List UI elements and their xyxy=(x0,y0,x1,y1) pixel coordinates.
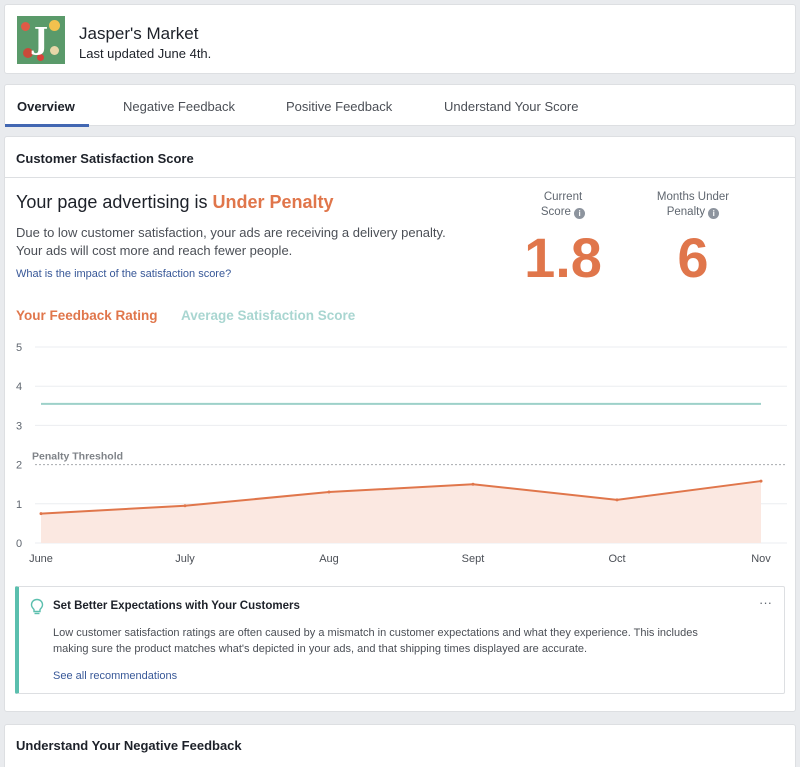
x-tick-label: Nov xyxy=(751,553,771,565)
section-title: Customer Satisfaction Score xyxy=(16,151,194,166)
legend-average-satisfaction-score[interactable]: Average Satisfaction Score xyxy=(181,308,356,323)
current-score-value: 1.8 xyxy=(524,226,602,289)
penalty-description-line2: Your ads will cost more and reach fewer … xyxy=(16,243,293,258)
logo-dot xyxy=(23,48,33,58)
penalty-threshold-label: Penalty Threshold xyxy=(32,451,123,463)
last-updated: Last updated June 4th. xyxy=(79,46,212,61)
legend-your-feedback-rating[interactable]: Your Feedback Rating xyxy=(16,308,158,323)
recommendation-box: Set Better Expectations with Your Custom… xyxy=(15,586,785,694)
penalty-status: Under Penalty xyxy=(212,192,334,212)
your-feedback-point xyxy=(471,482,475,486)
negative-feedback-card: Understand Your Negative Feedback xyxy=(4,724,796,767)
tab-understand-your-score[interactable]: Understand Your Score xyxy=(444,99,579,114)
recommendation-title: Set Better Expectations with Your Custom… xyxy=(53,600,300,612)
y-tick-label: 4 xyxy=(16,381,22,393)
impact-link[interactable]: What is the impact of the satisfaction s… xyxy=(16,268,232,280)
page-logo[interactable]: J xyxy=(17,16,65,64)
months-under-penalty-value: 6 xyxy=(677,226,709,289)
divider xyxy=(5,177,795,178)
section-title: Understand Your Negative Feedback xyxy=(16,738,242,753)
status-headline: Your page advertising is Under Penalty xyxy=(16,192,334,213)
y-tick-label: 1 xyxy=(16,499,22,511)
logo-dot xyxy=(49,20,60,31)
feedback-rating-chart: 0 1 2 3 4 5 Penalty Threshold June July Aug Sept Oc… xyxy=(16,342,787,565)
logo-dot xyxy=(37,54,44,61)
y-tick-label: 2 xyxy=(16,460,22,472)
months-label-line2: Penalty xyxy=(666,206,706,218)
current-score-label-line2: Score xyxy=(540,206,571,218)
see-all-recommendations-link[interactable]: See all recommendations xyxy=(53,670,178,682)
y-tick-label: 0 xyxy=(16,538,22,550)
x-tick-label: Aug xyxy=(319,553,339,565)
logo-dot xyxy=(50,46,59,55)
info-icon[interactable]: i xyxy=(574,208,586,219)
page-header-card: J Jasper's Market Last updated June 4th. xyxy=(4,4,796,74)
headline-prefix: Your page advertising is xyxy=(16,192,208,212)
page-name[interactable]: Jasper's Market xyxy=(79,24,199,43)
months-under-penalty-label: Months Under Penalty i xyxy=(638,190,748,220)
y-tick-label: 5 xyxy=(16,342,22,354)
current-score-label-line1: Current xyxy=(543,191,583,203)
logo-dot xyxy=(21,22,30,31)
your-feedback-line xyxy=(40,480,762,515)
months-label-line1: Months Under xyxy=(656,191,730,203)
lightbulb-icon xyxy=(30,598,44,615)
x-tick-label: Sept xyxy=(462,553,485,565)
tab-bar: Overview Negative Feedback Positive Feed… xyxy=(4,84,796,127)
your-feedback-point xyxy=(327,490,331,494)
x-tick-label: July xyxy=(175,553,195,565)
more-options-icon[interactable]: ··· xyxy=(759,595,772,610)
y-tick-label: 3 xyxy=(16,420,22,432)
info-icon[interactable]: i xyxy=(708,208,720,219)
tab-overview[interactable]: Overview xyxy=(17,99,75,114)
current-score-label: Current Score i xyxy=(508,190,618,220)
your-feedback-point xyxy=(39,512,43,516)
logo-letter: J xyxy=(33,22,49,57)
tab-positive-feedback[interactable]: Positive Feedback xyxy=(286,99,393,114)
satisfaction-score-card: Customer Satisfaction Score Your page ad… xyxy=(4,136,796,712)
your-feedback-point xyxy=(759,479,763,483)
tab-negative-feedback[interactable]: Negative Feedback xyxy=(123,99,236,114)
recommendation-body-line2: making sure the product matches what's d… xyxy=(53,643,588,655)
penalty-description-line1: Due to low customer satisfaction, your a… xyxy=(16,225,446,240)
your-feedback-area xyxy=(41,481,761,543)
your-feedback-point xyxy=(183,504,187,508)
x-tick-label: Oct xyxy=(608,553,625,565)
x-tick-label: June xyxy=(29,553,53,565)
your-feedback-point xyxy=(615,498,619,502)
active-tab-indicator xyxy=(5,124,89,127)
recommendation-body-line1: Low customer satisfaction ratings are of… xyxy=(53,627,698,639)
